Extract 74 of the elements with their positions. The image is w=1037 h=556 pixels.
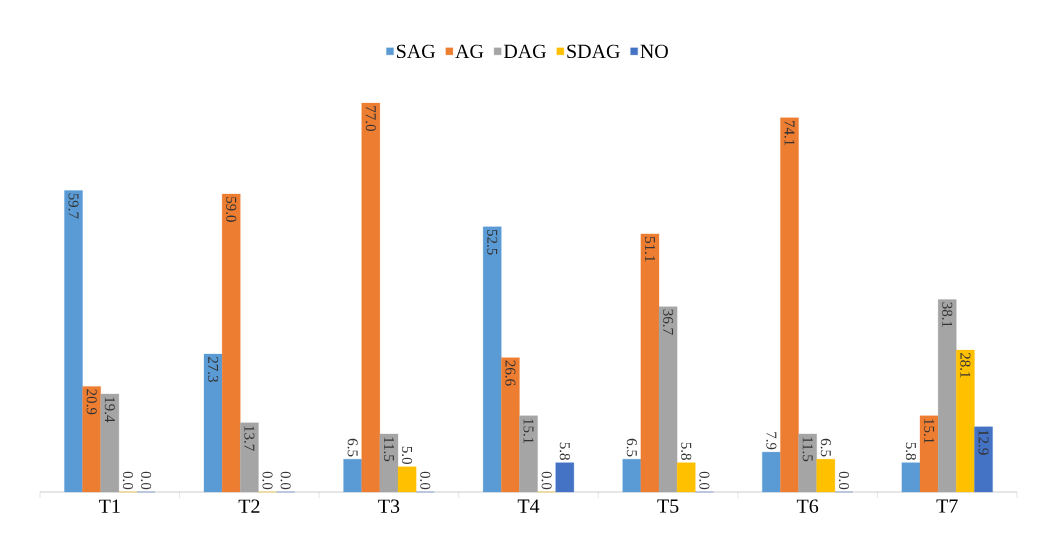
data-label: 77.0 (365, 106, 376, 131)
data-label: 20.9 (86, 389, 97, 415)
data-label: 11.5 (383, 437, 394, 462)
bar (397, 466, 417, 493)
bar (798, 433, 817, 493)
bar (640, 233, 660, 493)
bar (519, 415, 538, 493)
bar (361, 102, 381, 493)
data-label: 59.0 (226, 197, 237, 222)
data-label: 15.1 (523, 419, 534, 444)
data-label: 15.1 (924, 419, 935, 444)
bar (82, 386, 101, 493)
data-label: 0.0 (122, 471, 134, 490)
bar (901, 462, 921, 493)
data-label: 0.0 (420, 471, 431, 490)
bar (221, 193, 241, 493)
bar (919, 415, 939, 493)
bar (555, 462, 575, 493)
data-label: 6.5 (626, 438, 637, 457)
legend-label: NO (640, 44, 668, 59)
data-label: 7.9 (766, 432, 777, 450)
data-label: 38.1 (942, 302, 953, 328)
bar (658, 306, 678, 493)
bar (956, 349, 975, 493)
data-label: 51.1 (644, 236, 655, 262)
bar (762, 451, 781, 493)
data-label: 74.1 (784, 120, 795, 146)
data-label: 27.3 (207, 356, 219, 382)
data-label: 6.5 (820, 438, 831, 457)
bar (622, 459, 642, 493)
bar (938, 299, 957, 493)
data-label: 52.5 (487, 229, 498, 255)
bar (501, 357, 520, 493)
legend-label: SDAG (567, 44, 620, 59)
data-label: 0.0 (280, 471, 291, 490)
bar (780, 117, 799, 493)
data-label: 0.0 (262, 471, 273, 490)
x-tick-label: T7 (936, 499, 958, 513)
legend-label: SAG (397, 44, 436, 59)
bar (343, 459, 362, 493)
data-label: 0.0 (140, 471, 152, 490)
data-label: 0.0 (541, 471, 552, 490)
bar (974, 426, 993, 493)
data-label: 0.0 (699, 471, 710, 490)
data-label: 5.8 (681, 442, 692, 460)
x-tick-label: T2 (238, 499, 260, 513)
data-label: 12.9 (978, 430, 989, 455)
legend-label: AG (455, 44, 484, 59)
data-label: 28.1 (960, 352, 971, 378)
x-tick-label: T4 (517, 499, 540, 513)
data-label: 26.6 (505, 360, 516, 386)
bar (240, 422, 259, 493)
bar (677, 462, 696, 493)
data-label: 13.7 (244, 426, 255, 451)
data-label: 5.8 (559, 442, 570, 460)
bar (379, 433, 399, 493)
bar (482, 226, 502, 493)
data-label: 36.7 (663, 309, 674, 335)
data-label: 6.5 (347, 438, 358, 457)
data-label: 5.0 (401, 446, 413, 464)
bar (100, 393, 120, 493)
legend-label: DAG (503, 44, 546, 59)
bar (64, 190, 83, 493)
x-tick-label: T5 (657, 499, 679, 513)
x-tick-label: T3 (378, 499, 400, 513)
data-label: 59.7 (68, 193, 79, 219)
bar (816, 459, 836, 493)
data-label: 0.0 (838, 471, 850, 490)
x-tick-label: T6 (796, 499, 819, 513)
data-label: 19.4 (104, 397, 115, 423)
data-label: 5.8 (905, 442, 917, 460)
data-label: 11.5 (802, 437, 813, 462)
bar (203, 353, 223, 493)
x-tick-label: T1 (99, 499, 120, 513)
